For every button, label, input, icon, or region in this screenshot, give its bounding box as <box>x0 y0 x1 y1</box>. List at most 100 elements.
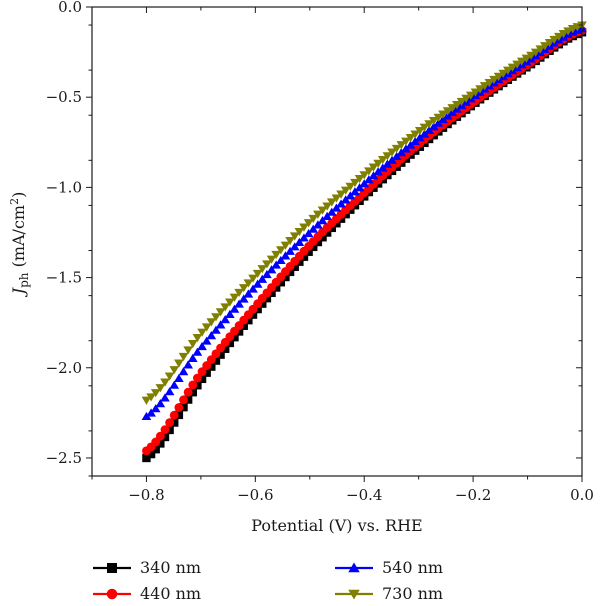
y-tick-label: −1.0 <box>46 178 82 196</box>
y-axis-label-symbol: J <box>9 286 28 297</box>
data-point <box>197 374 207 384</box>
data-point <box>197 328 207 337</box>
series-730-nm <box>141 21 587 405</box>
data-point <box>544 38 555 48</box>
data-point <box>248 284 258 293</box>
data-point <box>243 289 254 298</box>
data-point <box>295 257 304 266</box>
data-point <box>285 246 295 255</box>
data-point <box>192 334 203 343</box>
data-point <box>414 133 425 142</box>
data-point <box>188 380 198 390</box>
data-point <box>526 51 536 60</box>
x-tick-label: −0.2 <box>455 486 491 504</box>
data-point <box>193 373 202 383</box>
data-point <box>424 120 434 129</box>
data-point <box>248 310 258 319</box>
data-point <box>262 293 272 303</box>
data-point <box>322 228 332 237</box>
data-point <box>419 123 430 132</box>
data-point <box>271 283 281 292</box>
data-point <box>289 242 300 251</box>
data-point <box>275 255 286 265</box>
data-point <box>354 175 365 184</box>
legend-item-440-nm: 440 nm <box>93 584 201 603</box>
data-point <box>155 431 165 441</box>
data-point <box>215 320 226 329</box>
data-point <box>294 237 305 246</box>
data-point <box>350 178 360 188</box>
data-point <box>178 352 189 362</box>
data-point <box>493 72 504 81</box>
data-point <box>234 288 244 298</box>
data-point <box>313 210 323 219</box>
data-point <box>498 69 509 78</box>
data-point <box>424 125 434 135</box>
data-point <box>262 269 272 279</box>
data-point <box>401 137 411 146</box>
data-point <box>150 404 161 413</box>
data-point <box>447 104 458 113</box>
data-point <box>225 338 235 348</box>
x-tick-label: −0.6 <box>237 486 273 504</box>
data-point <box>165 425 174 435</box>
data-point <box>257 274 268 283</box>
data-point <box>405 140 416 149</box>
data-point <box>442 107 453 116</box>
data-point <box>266 265 277 274</box>
data-point <box>303 228 314 238</box>
data-point <box>150 389 161 398</box>
data-point <box>410 136 421 146</box>
data-point <box>317 216 328 225</box>
y-tick-label: −2.5 <box>46 449 82 467</box>
data-point <box>187 340 198 349</box>
data-point <box>391 144 402 154</box>
data-point <box>382 152 393 161</box>
data-point <box>248 274 258 283</box>
data-point <box>252 269 263 279</box>
data-point <box>225 309 235 318</box>
data-point <box>452 100 462 110</box>
data-point <box>197 341 207 351</box>
data-point <box>479 82 490 91</box>
data-point <box>183 387 193 397</box>
data-point <box>470 88 481 97</box>
data-point <box>239 321 248 330</box>
data-point <box>253 304 262 314</box>
data-point <box>368 163 379 172</box>
x-tick-label: −0.8 <box>128 486 164 504</box>
data-point <box>170 418 179 427</box>
data-point <box>257 265 268 274</box>
y-tick-label: −0.5 <box>46 88 82 106</box>
data-point <box>165 418 175 428</box>
data-point <box>192 347 203 356</box>
data-point <box>174 373 184 383</box>
data-point <box>267 288 276 298</box>
data-point <box>234 299 244 308</box>
data-point <box>188 387 197 397</box>
data-point <box>364 167 374 176</box>
legend-label: 730 nm <box>382 584 443 603</box>
x-tick-label: 0.0 <box>570 486 594 504</box>
data-point <box>280 241 291 250</box>
data-point <box>442 111 453 120</box>
data-point <box>142 453 151 463</box>
data-point <box>438 110 448 119</box>
data-point <box>211 325 221 334</box>
data-point <box>229 304 240 313</box>
data-point <box>303 219 314 228</box>
data-point <box>174 403 184 412</box>
data-point <box>299 233 309 242</box>
data-point <box>507 63 518 72</box>
series-440-nm <box>142 26 587 456</box>
data-point <box>220 303 231 312</box>
data-point <box>221 344 230 353</box>
data-point <box>146 408 156 417</box>
y-tick-label: −2.0 <box>46 359 82 377</box>
data-point <box>461 94 471 103</box>
data-point <box>318 233 327 242</box>
data-point <box>521 54 532 63</box>
data-point <box>304 247 313 256</box>
data-point <box>211 356 221 365</box>
data-point <box>475 85 485 94</box>
